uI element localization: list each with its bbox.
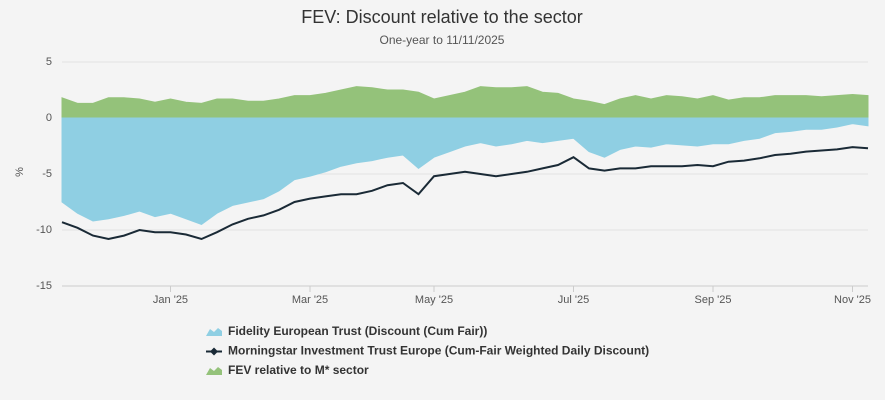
chart-subtitle: One-year to 11/11/2025 xyxy=(380,33,505,47)
y-tick-label: 5 xyxy=(46,56,52,68)
legend-symbol xyxy=(206,367,222,375)
y-tick-label: -5 xyxy=(42,168,52,180)
legend-label: FEV relative to M* sector xyxy=(228,363,369,377)
legend-marker xyxy=(210,347,218,356)
y-tick-label: -15 xyxy=(36,280,52,292)
y-tick-label: -10 xyxy=(36,224,52,236)
x-tick-label: Jan '25 xyxy=(153,294,188,306)
area xyxy=(61,86,869,119)
legend-label: Fidelity European Trust (Discount (Cum F… xyxy=(228,324,487,338)
legend-symbol xyxy=(206,328,222,336)
x-tick-label: Mar '25 xyxy=(292,294,328,306)
x-tick-label: Nov '25 xyxy=(834,294,871,306)
y-axis-label: % xyxy=(14,167,26,177)
x-tick-label: Jul '25 xyxy=(558,294,589,306)
area xyxy=(61,117,869,225)
legend-label: Morningstar Investment Trust Europe (Cum… xyxy=(228,344,649,358)
x-tick-label: May '25 xyxy=(415,294,453,306)
chart-title: FEV: Discount relative to the sector xyxy=(301,7,582,27)
y-tick-label: 0 xyxy=(46,112,52,124)
line xyxy=(61,146,869,241)
x-tick-label: Sep '25 xyxy=(695,294,732,306)
